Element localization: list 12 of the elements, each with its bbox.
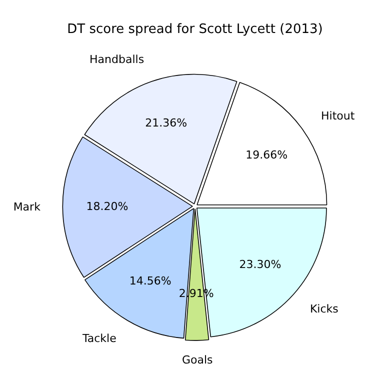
data-label: 19.66% — [246, 148, 288, 162]
data-label: 21.36% — [145, 116, 188, 130]
chart-title: DT score spread for Scott Lycett (2013) — [67, 22, 323, 38]
slice-label: Kicks — [310, 302, 339, 316]
slice-label: Goals — [182, 354, 214, 367]
data-label: 23.30% — [239, 258, 282, 271]
data-label: 18.20% — [86, 200, 128, 213]
slice-label: Tackle — [81, 332, 117, 346]
slice-label: Mark — [13, 200, 42, 214]
slice-label: Hitout — [321, 110, 356, 123]
slice-label: Handballs — [90, 53, 144, 66]
data-label: 14.56% — [129, 274, 172, 288]
